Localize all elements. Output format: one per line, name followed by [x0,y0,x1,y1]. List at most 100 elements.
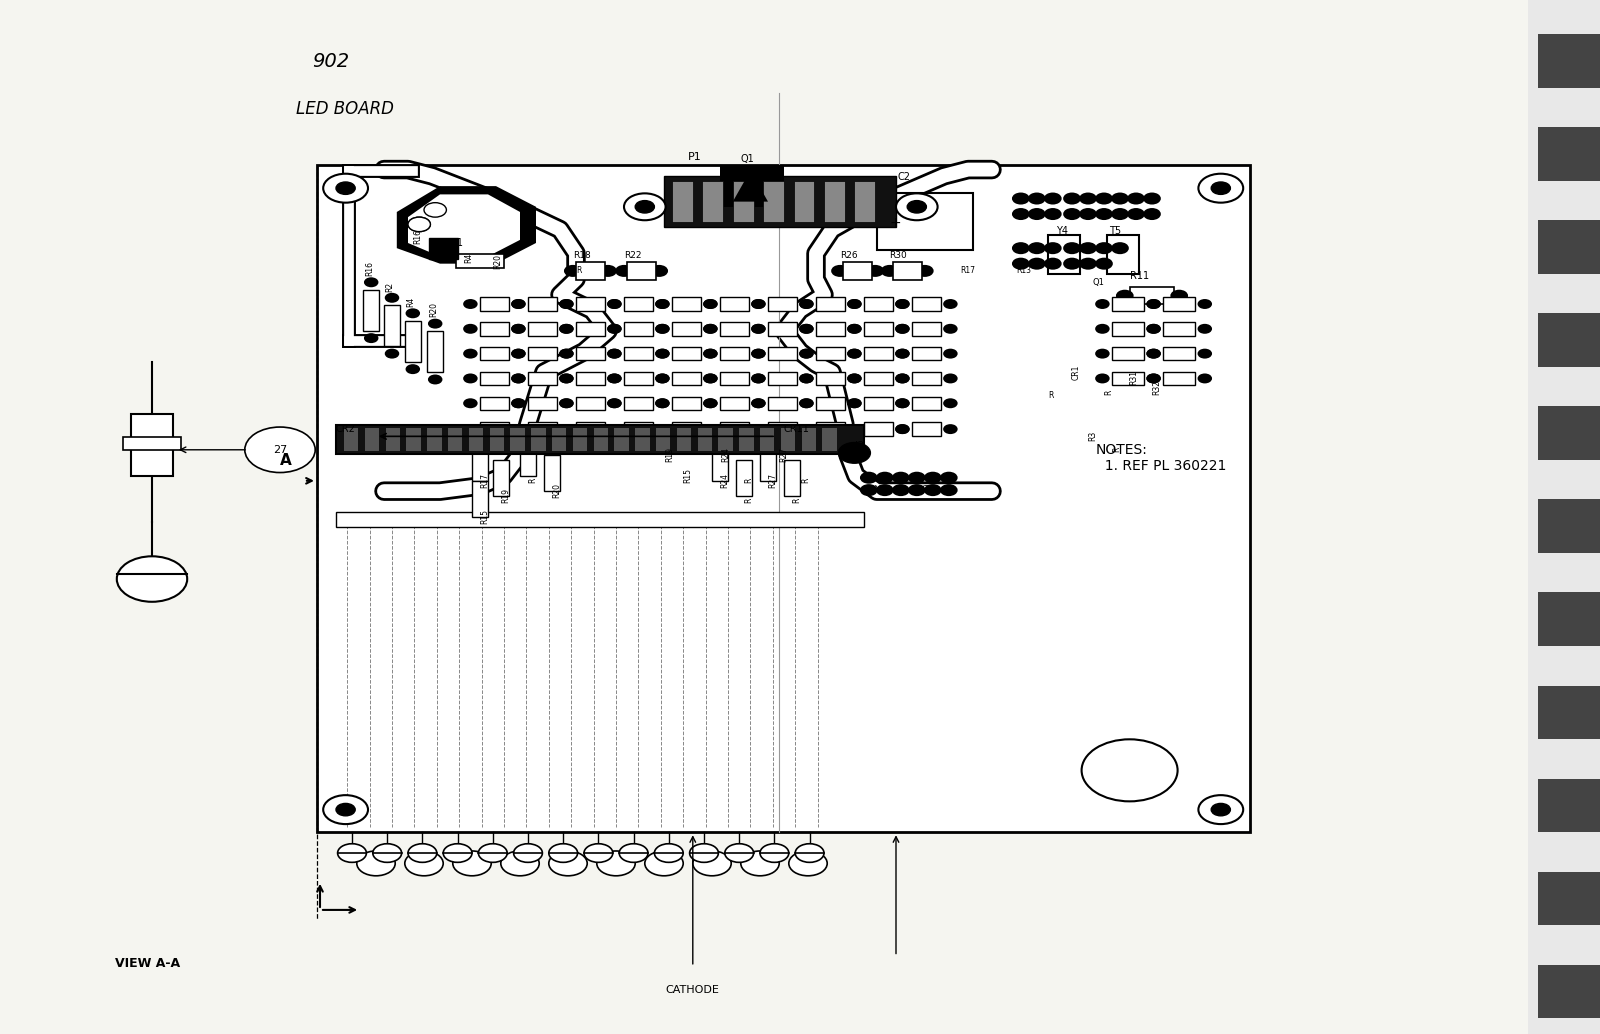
Text: CATHODE: CATHODE [666,984,720,995]
Bar [1538,686,1600,739]
Circle shape [600,266,616,276]
Circle shape [800,374,813,383]
Bar [802,428,816,451]
Bar [528,396,557,409]
Text: A: A [280,453,291,468]
Bar [718,428,733,451]
Circle shape [357,851,395,876]
Bar [480,396,509,409]
Circle shape [941,473,957,483]
Bar [794,181,814,222]
Bar [576,322,605,335]
Circle shape [514,844,542,862]
Circle shape [848,374,861,383]
Bar [1538,499,1600,553]
Bar [672,181,693,222]
Circle shape [1198,300,1211,308]
Bar [912,322,941,335]
Bar [712,445,728,481]
Circle shape [1096,374,1109,383]
Bar [1538,34,1600,88]
Circle shape [1080,258,1096,269]
Bar [912,371,941,385]
Bar [528,322,557,335]
Circle shape [560,374,573,383]
Circle shape [560,374,573,383]
Circle shape [656,325,669,333]
Circle shape [848,425,861,433]
Circle shape [896,349,909,358]
Bar [816,298,845,310]
Circle shape [896,193,938,220]
Circle shape [1013,209,1029,219]
Bar [510,428,525,451]
Text: P1: P1 [688,152,701,162]
Polygon shape [397,186,536,264]
Circle shape [565,266,581,276]
Circle shape [512,374,525,383]
Circle shape [760,844,789,862]
Bar [552,428,566,451]
Circle shape [704,374,717,383]
Text: R27: R27 [779,447,789,462]
Circle shape [1064,209,1080,219]
Circle shape [1198,174,1243,203]
Bar [864,396,893,409]
Bar [1538,220,1600,274]
Circle shape [608,325,621,333]
Circle shape [1171,291,1187,301]
Circle shape [1211,803,1230,816]
Circle shape [560,300,573,308]
Text: +: + [890,216,901,231]
Bar [576,396,605,409]
Circle shape [608,300,621,308]
Bar [824,181,845,222]
Bar [469,428,483,451]
Text: R2: R2 [386,281,395,292]
Text: NOTES:
  1. REF PL 360221: NOTES: 1. REF PL 360221 [1096,444,1226,474]
Bar [635,428,650,451]
Circle shape [1198,795,1243,824]
Bar [336,425,864,454]
Circle shape [656,374,669,383]
Text: R17: R17 [960,266,974,275]
Circle shape [1096,258,1112,269]
Circle shape [704,425,717,433]
Bar [344,428,358,451]
Bar [864,322,893,335]
Text: R19: R19 [666,447,675,462]
Bar [672,322,701,335]
Circle shape [478,844,507,862]
Bar [1538,872,1600,925]
Text: 902: 902 [312,52,349,71]
Circle shape [608,374,621,383]
Circle shape [323,795,368,824]
Circle shape [373,844,402,862]
Circle shape [704,300,717,308]
Circle shape [549,851,587,876]
Bar [427,428,442,451]
Circle shape [1080,243,1096,253]
Circle shape [896,399,909,407]
Bar [822,428,837,451]
Bar [768,298,797,310]
Circle shape [741,851,779,876]
Circle shape [1045,243,1061,253]
Circle shape [464,325,477,333]
Circle shape [896,325,909,333]
Circle shape [752,374,765,383]
Circle shape [560,300,573,308]
Circle shape [861,485,877,495]
Bar [317,165,1250,832]
Circle shape [608,425,621,433]
Circle shape [608,374,621,383]
Circle shape [608,349,621,358]
Text: R: R [1048,391,1053,400]
Bar [672,371,701,385]
Circle shape [912,203,934,217]
Circle shape [1147,349,1160,358]
Circle shape [1096,243,1112,253]
Circle shape [1112,209,1128,219]
Text: R4: R4 [464,252,474,263]
Circle shape [848,325,861,333]
